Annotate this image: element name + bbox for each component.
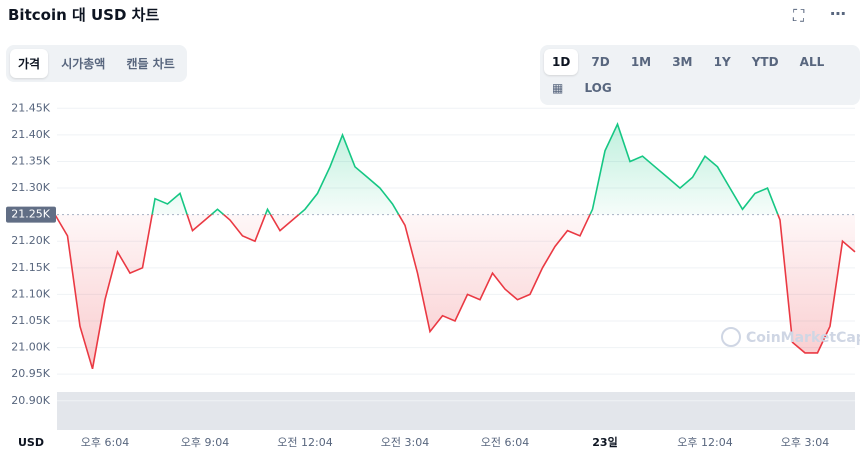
title: Bitcoin 대 USD 차트 [8, 6, 160, 24]
range-button[interactable]: 1D [544, 49, 579, 75]
area [55, 124, 855, 369]
x-tick-label: 오전 12:04 [277, 436, 332, 449]
y-tick-label: 21.45K [11, 101, 50, 114]
volume-band [57, 392, 855, 430]
y-tick-label: 21.35K [11, 154, 50, 167]
y-tick-label: 21.30K [11, 181, 50, 194]
range-button[interactable]: 7D [591, 55, 610, 69]
baseline-label: 21.25K [11, 208, 50, 221]
x-tick-label: 23일 [592, 435, 617, 449]
y-tick-label: 21.05K [11, 314, 50, 327]
tab-group: 가격 시가총액 캔들 차트 [6, 45, 187, 82]
y-tick-label: 21.20K [11, 234, 50, 247]
y-tick-label: 21.40K [11, 128, 50, 141]
more-icon[interactable]: ⋯ [830, 4, 846, 23]
range-group: 1D 7D 1M 3M 1Y YTD ALL ▦ LOG [540, 45, 860, 105]
watermark-icon [721, 327, 741, 347]
calendar-button[interactable]: ▦ [552, 81, 564, 95]
x-tick-label: 오전 6:04 [481, 436, 529, 449]
y-tick-label: 20.95K [11, 367, 50, 380]
x-tick-label: 오전 3:04 [381, 436, 429, 449]
x-tick-label: 오후 9:04 [181, 436, 229, 449]
x-tick-label: 오후 12:04 [677, 436, 732, 449]
tab[interactable]: 시가총액 [61, 57, 106, 71]
y-tick-label: 21.10K [11, 287, 50, 300]
range-button[interactable]: ALL [799, 55, 825, 69]
x-tick-label: 오후 6:04 [81, 436, 129, 449]
range-button[interactable]: 1Y [713, 55, 731, 69]
baseline-label-bg [6, 206, 56, 223]
fullscreen-icon[interactable]: ⛶ [793, 6, 805, 25]
y-axis-label: USD [18, 436, 44, 449]
range-button[interactable]: 1M [630, 55, 652, 69]
price-line [54, 122, 856, 370]
y-tick-label: 21.00K [11, 341, 50, 354]
x-tick-label: 오후 3:04 [781, 436, 829, 449]
watermark: CoinMarketCap [746, 330, 860, 346]
range-button[interactable]: YTD [751, 55, 779, 69]
y-tick-label: 21.15K [11, 261, 50, 274]
tab[interactable]: 캔들 차트 [126, 57, 175, 71]
y-tick-label: 20.90K [11, 394, 50, 407]
range-button[interactable]: 3M [672, 55, 693, 69]
tab[interactable]: 가격 [10, 49, 49, 78]
log-button[interactable]: LOG [584, 81, 612, 95]
